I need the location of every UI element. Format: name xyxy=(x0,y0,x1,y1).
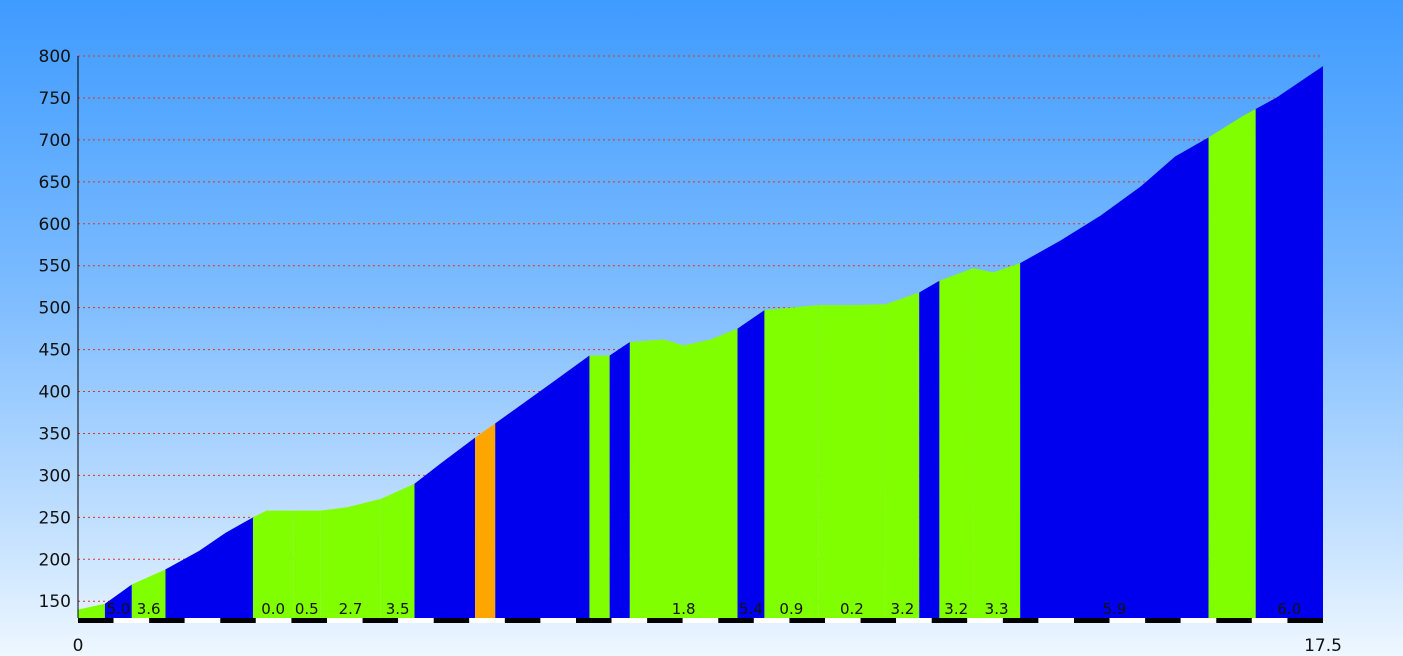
baseline-check xyxy=(753,618,790,623)
baseline-check xyxy=(327,618,363,623)
profile-segment-moderate xyxy=(1208,109,1256,618)
segment-grade-label: 5.4 xyxy=(739,600,763,618)
segment-grade-label: 1.8 xyxy=(672,600,696,618)
baseline-check xyxy=(1002,618,1039,623)
baseline-check xyxy=(78,618,114,623)
y-tick-label: 350 xyxy=(39,424,71,444)
baseline-check xyxy=(611,618,648,623)
baseline-check xyxy=(576,618,612,623)
baseline-check xyxy=(789,618,825,623)
segment-grade-label: 5.9 xyxy=(1102,600,1126,618)
profile-segment-moderate xyxy=(818,304,886,618)
segment-grade-label: 5.0 xyxy=(106,600,130,618)
segment-grade-label: 3.3 xyxy=(985,600,1009,618)
baseline-check xyxy=(362,618,399,623)
baseline-check xyxy=(860,618,897,623)
baseline-check xyxy=(647,618,683,623)
segment-grade-labels: 5.0 3.6 0.0 0.5 2.7 3.5 1.8 5.4 0.9 0.2 3.2 3.2 3.3 5… xyxy=(106,600,1301,618)
profile-segment-steep xyxy=(1255,66,1323,618)
profile-segment-moderate xyxy=(589,355,610,618)
profile-segment-moderate xyxy=(293,510,321,618)
segment-grade-label: 0.5 xyxy=(295,600,319,618)
profile-segment-steep xyxy=(609,342,630,618)
baseline-check xyxy=(184,618,221,623)
profile-segment-steep xyxy=(737,310,765,618)
profile-segment-moderate xyxy=(885,292,920,618)
segment-grade-label: 0.9 xyxy=(779,600,803,618)
segment-grade-label: 3.6 xyxy=(137,600,161,618)
baseline-check xyxy=(504,618,541,623)
profile-segment-steep xyxy=(414,437,476,618)
profile-segment-moderate xyxy=(252,510,294,618)
segment-grade-label: 0.2 xyxy=(840,600,864,618)
profile-segment-moderate xyxy=(939,268,974,618)
baseline-check xyxy=(718,618,754,623)
y-tick-label: 600 xyxy=(39,215,71,235)
baseline-check xyxy=(291,618,327,623)
y-tick-label: 800 xyxy=(39,47,71,67)
baseline-check xyxy=(1287,618,1323,623)
profile-segment-moderate xyxy=(629,328,738,618)
baseline-check xyxy=(1145,618,1181,623)
baseline-check xyxy=(1180,618,1217,623)
segment-grade-label: 3.5 xyxy=(386,600,410,618)
baseline-check xyxy=(469,618,505,623)
baseline-check xyxy=(1216,618,1252,623)
baseline-check xyxy=(398,618,434,623)
axes xyxy=(77,56,1323,623)
baseline-check xyxy=(896,618,932,623)
baseline-check xyxy=(1038,618,1074,623)
profile-segment-steep xyxy=(104,584,132,618)
baseline-check xyxy=(1251,618,1288,623)
profile-segment-moderate xyxy=(320,498,381,618)
profile-segment-moderate xyxy=(764,305,819,618)
profile-segment-steep xyxy=(165,517,253,618)
y-tick-label: 150 xyxy=(39,592,71,612)
baseline-check xyxy=(682,618,719,623)
segment-grade-label: 6.0 xyxy=(1277,600,1301,618)
profile-segment-moderate xyxy=(131,569,166,618)
baseline-check xyxy=(220,618,256,623)
profile-segment-steep xyxy=(1020,137,1209,618)
profile-segment-moderate xyxy=(973,263,1021,618)
baseline-check xyxy=(113,618,150,623)
profile-segment-very_steep xyxy=(475,423,496,618)
y-tick-label: 450 xyxy=(39,341,71,361)
y-tick-label: 700 xyxy=(39,131,71,151)
baseline-check xyxy=(149,618,185,623)
profile-segments xyxy=(78,66,1323,618)
y-tick-label: 650 xyxy=(39,173,71,193)
baseline-check xyxy=(1074,618,1110,623)
y-tick-label: 750 xyxy=(39,89,71,109)
profile-segment-moderate xyxy=(78,603,105,618)
baseline-check xyxy=(433,618,470,623)
profile-segment-steep xyxy=(495,355,590,618)
segment-grade-label: 3.2 xyxy=(890,600,914,618)
profile-segment-steep xyxy=(919,280,940,618)
baseline-check xyxy=(967,618,1003,623)
tick-labels: 150 200 250 300 350 400 450 500 550 600 650 700 750 8… xyxy=(39,47,1342,656)
y-tick-label: 250 xyxy=(39,508,71,528)
baseline-check xyxy=(255,618,292,623)
profile-segment-moderate xyxy=(380,483,415,618)
segment-grade-label: 2.7 xyxy=(339,600,363,618)
segment-grade-label: 0.0 xyxy=(261,600,285,618)
y-tick-label: 400 xyxy=(39,383,71,403)
baseline-check xyxy=(540,618,576,623)
y-tick-label: 500 xyxy=(39,299,71,319)
segment-grade-label: 3.2 xyxy=(944,600,968,618)
baseline-check xyxy=(825,618,861,623)
x-tick-label-end: 17.5 xyxy=(1304,636,1342,656)
x-tick-label-start: 0 xyxy=(73,636,84,656)
y-tick-label: 200 xyxy=(39,550,71,570)
y-tick-label: 550 xyxy=(39,257,71,277)
baseline-check xyxy=(931,618,968,623)
y-tick-label: 300 xyxy=(39,466,71,486)
baseline-check xyxy=(1109,618,1146,623)
